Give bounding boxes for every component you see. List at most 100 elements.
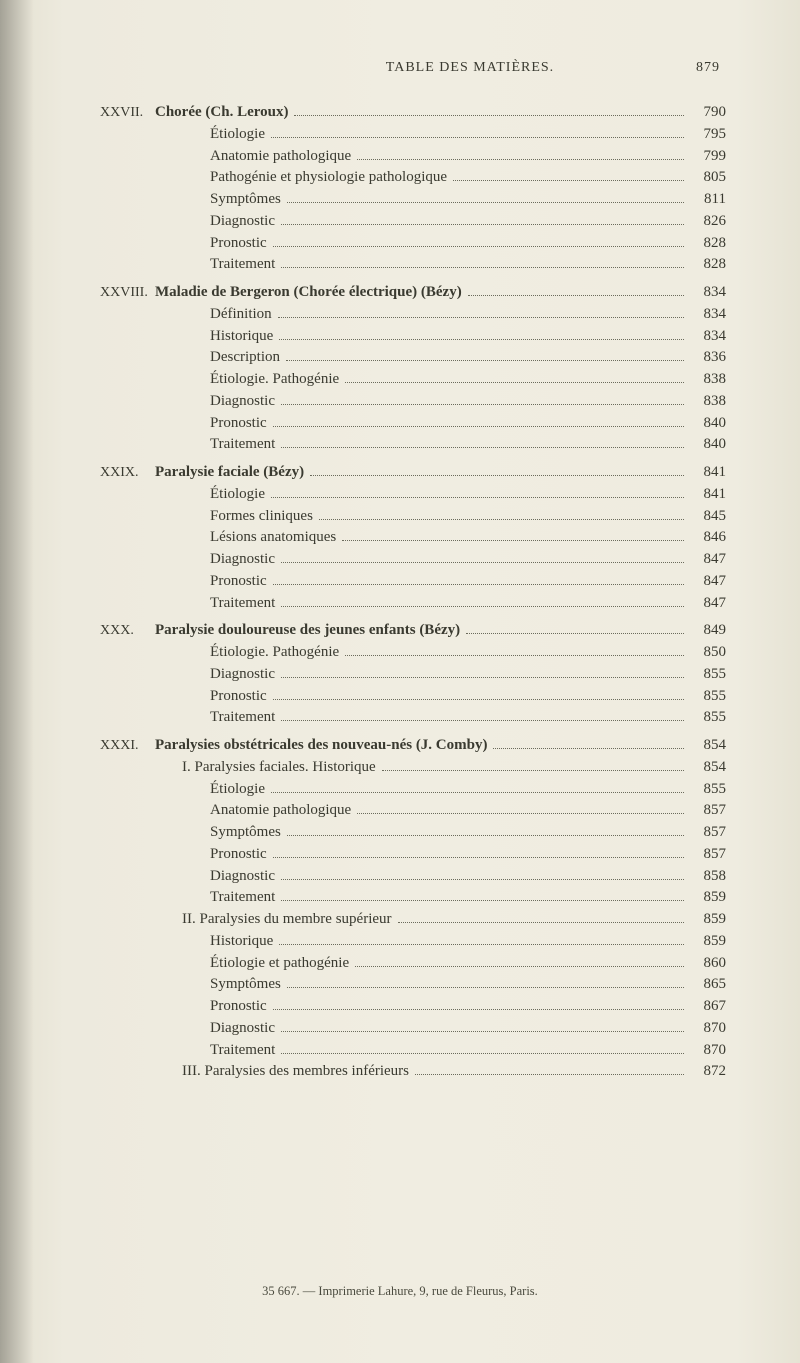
entry-page: 834 [690, 304, 726, 326]
entry-label: Diagnostic [210, 549, 275, 571]
toc-entry: Étiologie841 [100, 484, 726, 506]
roman-numeral: XXXI. [100, 738, 155, 754]
entry-label: Description [210, 347, 280, 369]
toc-entry: Traitement828 [100, 254, 726, 276]
leader-dots [310, 465, 684, 477]
entry-page: 838 [690, 391, 726, 413]
leader-dots [273, 573, 684, 585]
section-heading-row: XXXI.Paralysies obstétricales des nouvea… [100, 735, 726, 757]
entry-page: 841 [690, 462, 726, 484]
entry-label: Étiologie [210, 484, 265, 506]
leader-dots [279, 933, 684, 945]
leader-dots [281, 666, 684, 678]
toc-entry: II. Paralysies du membre supérieur859 [100, 909, 726, 931]
entry-page: 867 [690, 996, 726, 1018]
entry-label: Pronostic [210, 844, 267, 866]
entry-page: 860 [690, 953, 726, 975]
roman-numeral: XXIX. [100, 465, 155, 481]
toc-entry: Étiologie855 [100, 779, 726, 801]
toc-entry: Pronostic855 [100, 686, 726, 708]
leader-dots [281, 710, 684, 722]
toc-entry: Pronostic 857 [100, 844, 726, 866]
entry-page: 857 [690, 844, 726, 866]
toc-entry: Étiologie795 [100, 124, 726, 146]
toc-entry: Traitement847 [100, 593, 726, 615]
leader-dots [271, 781, 684, 793]
toc-entry: Diagnostic 826 [100, 211, 726, 233]
table-of-contents: XXVII.Chorée (Ch. Leroux) 790Étiologie795… [100, 102, 726, 1083]
toc-section: XXVIII.Maladie de Bergeron (Chorée élect… [100, 282, 726, 456]
leader-dots [493, 738, 684, 750]
entry-page: 799 [690, 146, 726, 168]
entry-label: Historique [210, 326, 273, 348]
toc-entry: Paralysies obstétricales des nouveau-nés… [155, 735, 726, 757]
toc-entry: Traitement870 [100, 1040, 726, 1062]
toc-entry: Historique834 [100, 326, 726, 348]
entry-label: Lésions anatomiques [210, 527, 336, 549]
entry-label: III. Paralysies des membres inférieurs [182, 1061, 409, 1083]
entry-label: Paralysie faciale (Bézy) [155, 462, 304, 484]
leader-dots [357, 148, 684, 160]
entry-label: Anatomie pathologique [210, 146, 351, 168]
entry-page: 826 [690, 211, 726, 233]
leader-dots [345, 372, 684, 384]
entry-page: 834 [690, 282, 726, 304]
entry-page: 859 [690, 887, 726, 909]
entry-page: 847 [690, 549, 726, 571]
toc-entry: Maladie de Bergeron (Chorée électrique) … [155, 282, 726, 304]
entry-page: 805 [690, 167, 726, 189]
entry-page: 846 [690, 527, 726, 549]
entry-page: 840 [690, 413, 726, 435]
toc-section: XXVII.Chorée (Ch. Leroux) 790Étiologie795… [100, 102, 726, 276]
toc-entry: Paralysie douloureuse des jeunes enfants… [155, 620, 726, 642]
entry-label: Étiologie. Pathogénie [210, 642, 339, 664]
entry-page: 854 [690, 735, 726, 757]
toc-entry: Définition834 [100, 304, 726, 326]
entry-label: Diagnostic [210, 1018, 275, 1040]
entry-label: Maladie de Bergeron (Chorée électrique) … [155, 282, 462, 304]
entry-page: 790 [690, 102, 726, 124]
toc-entry: Chorée (Ch. Leroux) 790 [155, 102, 726, 124]
entry-label: Étiologie. Pathogénie [210, 369, 339, 391]
entry-label: Pronostic [210, 996, 267, 1018]
binding-shadow [0, 0, 34, 1363]
toc-entry: Traitement859 [100, 887, 726, 909]
roman-numeral: XXVII. [100, 105, 155, 121]
entry-label: Symptômes [210, 822, 281, 844]
toc-entry: Anatomie pathologique857 [100, 800, 726, 822]
entry-label: Traitement [210, 707, 275, 729]
section-heading-row: XXX.Paralysie douloureuse des jeunes enf… [100, 620, 726, 642]
section-heading-row: XXIX.Paralysie faciale (Bézy) 841 [100, 462, 726, 484]
toc-section: XXXI.Paralysies obstétricales des nouvea… [100, 735, 726, 1083]
toc-entry: Historique859 [100, 931, 726, 953]
leader-dots [281, 437, 684, 449]
leader-dots [281, 868, 684, 880]
entry-page: 854 [690, 757, 726, 779]
leader-dots [273, 688, 684, 700]
entry-label: Diagnostic [210, 211, 275, 233]
leader-dots [281, 213, 684, 225]
entry-page: 838 [690, 369, 726, 391]
entry-label: Traitement [210, 1040, 275, 1062]
leader-dots [345, 645, 684, 657]
toc-section: XXIX.Paralysie faciale (Bézy)841Étiologi… [100, 462, 726, 614]
entry-label: Étiologie et pathogénie [210, 953, 349, 975]
entry-label: Formes cliniques [210, 506, 313, 528]
leader-dots [319, 508, 684, 520]
leader-dots [278, 306, 684, 318]
toc-entry: Pronostic828 [100, 233, 726, 255]
entry-label: Étiologie [210, 124, 265, 146]
toc-entry: Diagnostic855 [100, 664, 726, 686]
toc-entry: Symptômes857 [100, 822, 726, 844]
entry-label: Pronostic [210, 571, 267, 593]
leader-dots [273, 235, 684, 247]
entry-label: Chorée (Ch. Leroux) [155, 102, 288, 124]
leader-dots [382, 759, 684, 771]
leader-dots [287, 977, 684, 989]
entry-page: 828 [690, 254, 726, 276]
toc-entry: Pathogénie et physiologie pathologique80… [100, 167, 726, 189]
leader-dots [281, 393, 684, 405]
entry-page: 872 [690, 1061, 726, 1083]
entry-page: 836 [690, 347, 726, 369]
toc-entry: Formes cliniques845 [100, 506, 726, 528]
